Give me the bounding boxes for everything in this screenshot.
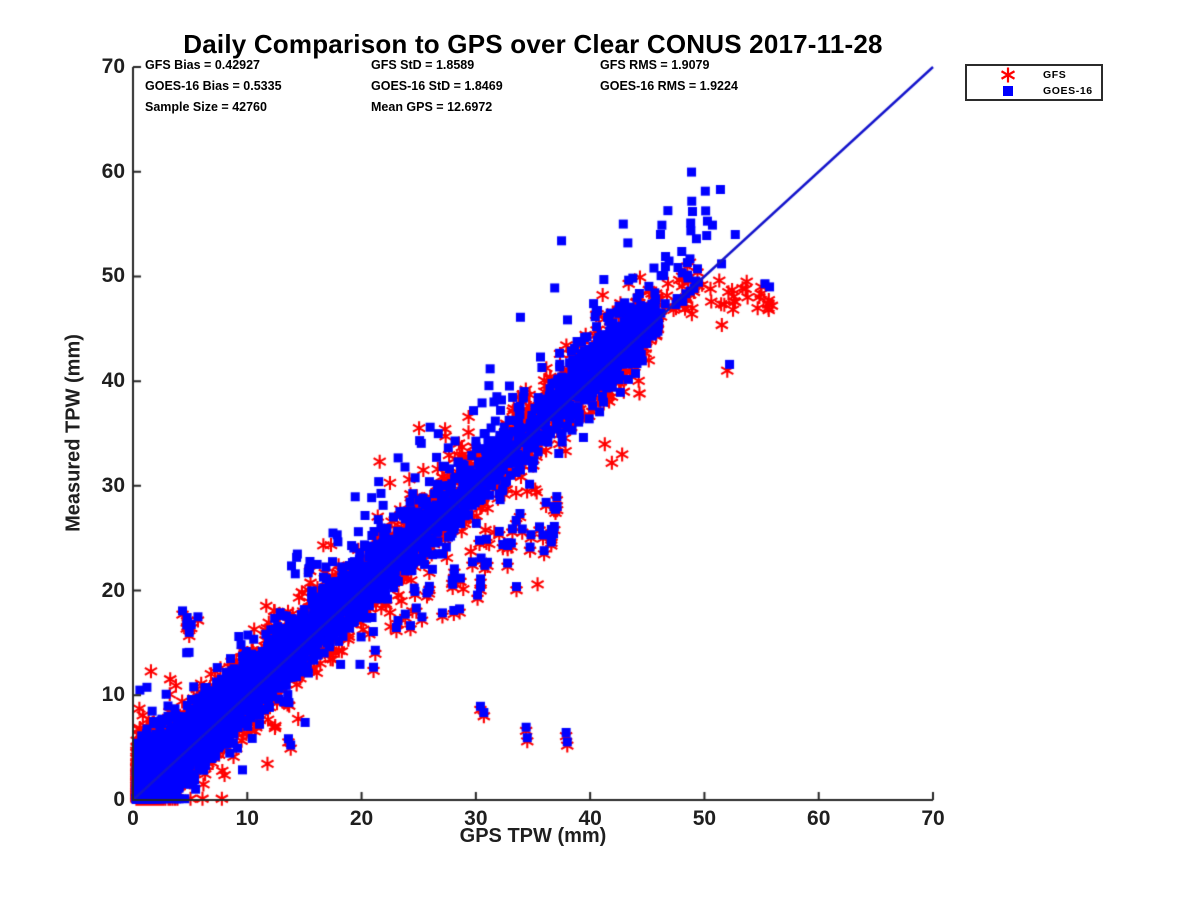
x-tick-label: 0 xyxy=(127,807,139,830)
y-axis-label: Measured TPW (mm) xyxy=(62,334,85,532)
square-marker-icon xyxy=(1000,83,1016,99)
legend-item-gfs: GFS xyxy=(967,67,1101,82)
legend-label-gfs: GFS xyxy=(1043,68,1067,81)
x-tick-label: 20 xyxy=(349,807,374,830)
x-tick-label: 40 xyxy=(578,807,602,830)
x-tick-label: 50 xyxy=(692,807,717,830)
x-axis-label: GPS TPW (mm) xyxy=(459,825,607,847)
stat-sample-size: Sample Size = 42760 xyxy=(145,100,267,114)
legend-item-goes16: GOES-16 xyxy=(967,83,1101,98)
stats-column: GFS RMS = 1.9079 GOES-16 RMS = 1.9224 xyxy=(600,55,738,97)
x-tick-label: 30 xyxy=(464,807,488,830)
asterisk-marker-icon xyxy=(1000,67,1016,83)
y-tick-label: 20 xyxy=(101,578,125,602)
y-tick-label: 0 xyxy=(113,788,125,811)
y-tick-label: 10 xyxy=(101,683,125,707)
stat-gfs-bias: GFS Bias = 0.42927 xyxy=(145,58,261,72)
stats-column: GFS StD = 1.8589 GOES-16 StD = 1.8469 Me… xyxy=(371,55,503,118)
stats-column: GFS Bias = 0.42927 GOES-16 Bias = 0.5335… xyxy=(145,55,282,118)
stat-mean-gps: Mean GPS = 12.6972 xyxy=(371,100,493,114)
y-tick-label: 70 xyxy=(101,55,125,78)
y-tick-label: 30 xyxy=(101,473,125,497)
legend: GFS GOES-16 xyxy=(965,64,1103,101)
x-tick-label: 10 xyxy=(235,807,259,830)
y-tick-label: 60 xyxy=(101,159,125,183)
stat-goes-std: GOES-16 StD = 1.8469 xyxy=(371,79,503,93)
legend-label-goes16: GOES-16 xyxy=(1043,84,1093,97)
stat-gfs-std: GFS StD = 1.8589 xyxy=(371,58,475,72)
stat-goes-bias: GOES-16 Bias = 0.5335 xyxy=(145,79,282,93)
y-tick-label: 50 xyxy=(101,264,125,288)
stat-gfs-rms: GFS RMS = 1.9079 xyxy=(600,58,710,72)
x-tick-label: 70 xyxy=(921,807,945,830)
y-tick-label: 40 xyxy=(101,369,125,393)
x-tick-label: 60 xyxy=(807,807,831,830)
chart-title: Daily Comparison to GPS over Clear CONUS… xyxy=(183,29,883,59)
stat-goes-rms: GOES-16 RMS = 1.9224 xyxy=(600,79,738,93)
